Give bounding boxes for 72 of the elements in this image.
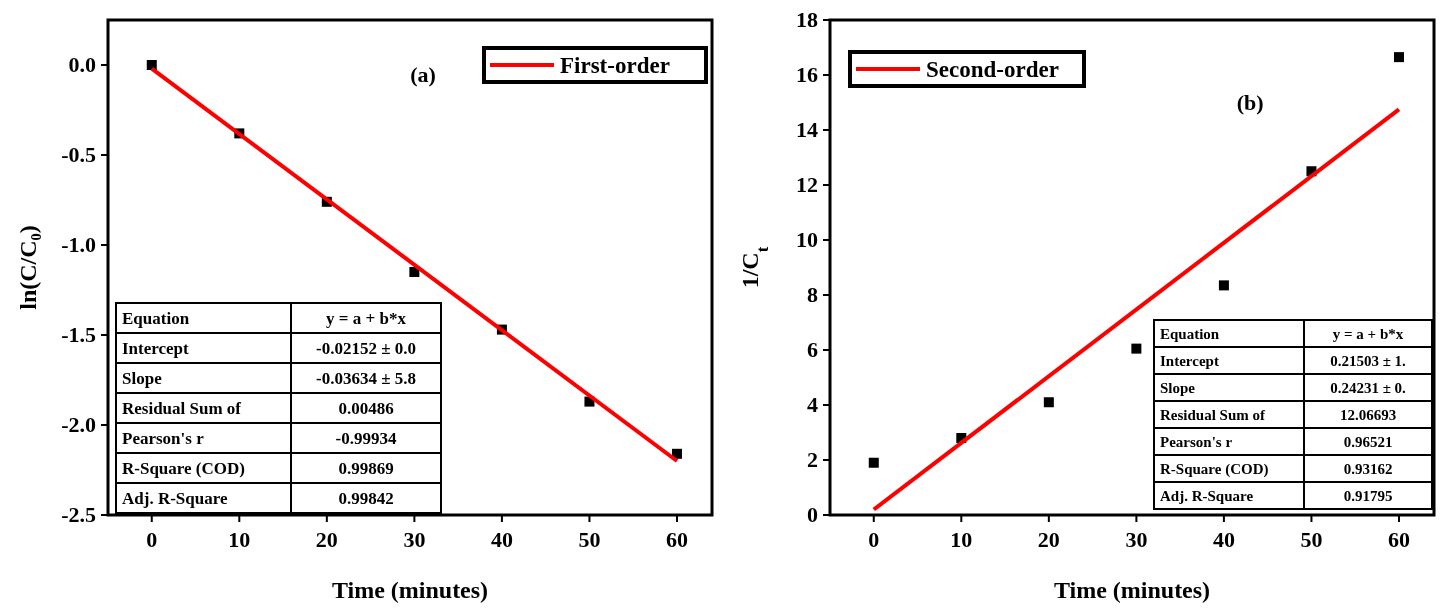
x-tick-label: 0 bbox=[146, 527, 158, 552]
y-axis-title: ln(C/C₀) bbox=[15, 225, 41, 310]
x-tick-label: 40 bbox=[1212, 527, 1235, 552]
annotation: 0.96521 bbox=[1343, 433, 1393, 450]
annotation: (b) bbox=[1236, 90, 1264, 115]
annotation: 0.00486 bbox=[338, 399, 394, 418]
annotation: -0.99934 bbox=[335, 429, 397, 448]
legend-label: Second-order bbox=[926, 57, 1059, 82]
y-tick-label: 10 bbox=[796, 227, 818, 252]
point bbox=[1043, 397, 1054, 408]
annotation: Pearson's r bbox=[122, 429, 205, 448]
x-tick-label: 50 bbox=[578, 527, 601, 552]
annotation: Adj. R-Square bbox=[122, 489, 228, 508]
annotation: 0.99869 bbox=[338, 459, 394, 478]
annotation: 0.21503 ± 1. bbox=[1330, 352, 1407, 369]
x-tick-label: 20 bbox=[315, 527, 338, 552]
x-tick-label: 60 bbox=[665, 527, 688, 552]
annotation: 0.99842 bbox=[338, 489, 394, 508]
annotation: Adj. R-Square bbox=[1160, 487, 1254, 504]
annotation: (a) bbox=[410, 62, 436, 87]
annotation: R-Square (COD) bbox=[1160, 460, 1269, 478]
y-tick-label: 8 bbox=[807, 282, 818, 307]
point bbox=[1393, 52, 1404, 63]
annotation: Residual Sum of bbox=[1160, 406, 1267, 423]
x-tick-label: 50 bbox=[1300, 527, 1323, 552]
y-tick-label: -1.5 bbox=[61, 322, 96, 347]
point bbox=[868, 457, 879, 468]
y-tick-label: 0.0 bbox=[68, 52, 96, 77]
point bbox=[409, 267, 420, 277]
x-tick-label: 10 bbox=[950, 527, 973, 552]
annotation: y = a + b*x bbox=[326, 309, 407, 328]
y-tick-label: -2.5 bbox=[61, 502, 96, 527]
annotation: Equation bbox=[122, 309, 190, 328]
x-tick-label: 30 bbox=[1125, 527, 1148, 552]
x-tick-label: 40 bbox=[490, 527, 513, 552]
x-tick-label: 30 bbox=[403, 527, 426, 552]
annotation: Slope bbox=[122, 369, 163, 388]
annotation: Intercept bbox=[122, 339, 190, 358]
annotation: Equation bbox=[1160, 325, 1220, 342]
annotation: Intercept bbox=[1160, 352, 1219, 369]
annotation: Residual Sum of bbox=[122, 399, 242, 418]
x-tick-label: 10 bbox=[228, 527, 251, 552]
annotation: 0.91795 bbox=[1343, 487, 1393, 504]
annotation: y = a + b*x bbox=[1332, 325, 1404, 342]
annotation: -0.03634 ± 5.8 bbox=[316, 369, 416, 388]
y-tick-label: 2 bbox=[807, 447, 818, 472]
annotation: Pearson's r bbox=[1160, 433, 1233, 450]
y-tick-label: -2.0 bbox=[61, 412, 96, 437]
annotation: 12.06693 bbox=[1339, 406, 1397, 423]
annotation: R-Square (COD) bbox=[122, 459, 245, 478]
annotation: 0.93162 bbox=[1343, 460, 1393, 477]
x-axis-title: Time (minutes) bbox=[331, 577, 489, 603]
x-tick-label: 60 bbox=[1387, 527, 1410, 552]
y-tick-label: 0 bbox=[807, 502, 818, 527]
y-tick-label: 4 bbox=[807, 392, 818, 417]
x-axis-title: Time (minutes) bbox=[1053, 577, 1211, 603]
y-tick-label: -0.5 bbox=[61, 142, 96, 167]
annotation: Slope bbox=[1160, 379, 1196, 396]
y-tick-label: 12 bbox=[796, 172, 818, 197]
point bbox=[1218, 280, 1229, 291]
point bbox=[1131, 343, 1142, 354]
y-tick-label: -1.0 bbox=[61, 232, 96, 257]
x-tick-label: 20 bbox=[1037, 527, 1060, 552]
y-tick-label: 16 bbox=[796, 62, 818, 87]
y-tick-label: 6 bbox=[807, 337, 818, 362]
y-tick-label: 14 bbox=[796, 117, 818, 142]
legend-label: First-order bbox=[560, 53, 670, 78]
annotation: -0.02152 ± 0.0 bbox=[316, 339, 416, 358]
x-tick-label: 0 bbox=[868, 527, 880, 552]
point bbox=[146, 60, 157, 70]
annotation: 0.24231 ± 0. bbox=[1330, 379, 1407, 396]
y-tick-label: 18 bbox=[796, 7, 818, 32]
